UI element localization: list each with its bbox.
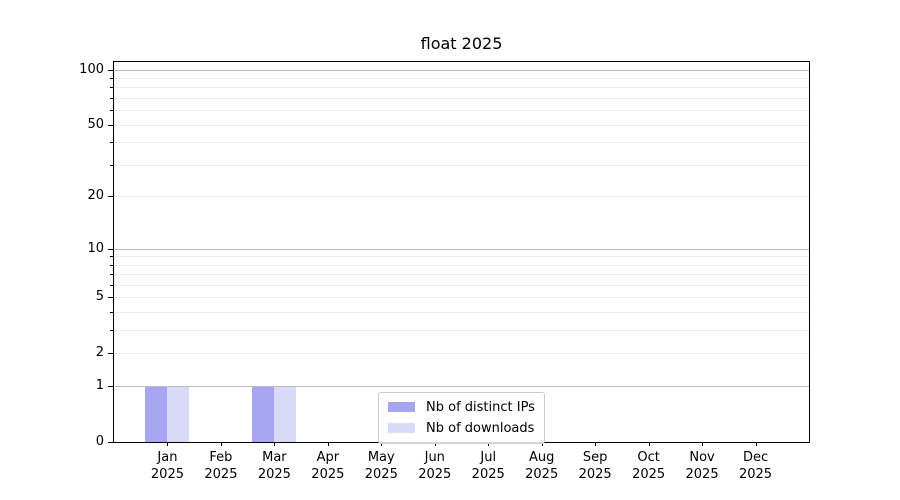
legend-swatch-distinct-ips: [388, 402, 415, 412]
x-tick-mark: [595, 442, 597, 446]
x-tick-mark: [220, 442, 222, 446]
minor-gridline: [114, 274, 809, 276]
y-tick-mark: [108, 124, 113, 126]
y-minor-tick-mark: [110, 330, 113, 332]
x-tick-label: Apr 2025: [311, 450, 345, 482]
x-tick-label: Mar 2025: [257, 450, 291, 482]
legend-label-downloads: Nb of downloads: [426, 420, 535, 436]
x-tick-mark: [541, 442, 543, 446]
plot-area: Nb of distinct IPs Nb of downloads: [113, 61, 810, 444]
minor-gridline: [114, 256, 809, 258]
major-gridline: [114, 69, 809, 71]
chart-title: float 2025: [420, 34, 503, 53]
y-minor-tick-mark: [110, 284, 113, 286]
legend-label-distinct-ips: Nb of distinct IPs: [426, 399, 535, 415]
x-tick-mark: [274, 442, 276, 446]
x-tick-label: Jul 2025: [471, 450, 505, 482]
x-tick-label: Sep 2025: [578, 450, 612, 482]
x-tick-label: Dec 2025: [738, 450, 773, 482]
x-tick-mark: [381, 442, 383, 446]
y-minor-tick-mark: [110, 78, 113, 80]
major-gridline: [114, 248, 809, 250]
y-tick-mark: [108, 353, 113, 355]
y-tick-mark: [108, 297, 113, 299]
y-tick-label: 50: [87, 116, 104, 132]
y-minor-tick-mark: [110, 256, 113, 258]
x-tick-label: Oct 2025: [632, 450, 666, 482]
y-minor-tick-mark: [110, 142, 113, 144]
major-gridline: [114, 386, 809, 388]
minor-gridline: [114, 110, 809, 112]
y-tick-label: 100: [79, 61, 104, 77]
x-tick-label: Aug 2025: [525, 450, 559, 482]
y-tick-label: 5: [95, 289, 104, 305]
x-tick-label: Feb 2025: [204, 450, 238, 482]
x-tick-label: Nov 2025: [685, 450, 719, 482]
y-tick-label: 0: [95, 434, 104, 449]
y-tick-label: 2: [95, 345, 104, 361]
y-minor-tick-mark: [110, 264, 113, 266]
y-minor-tick-mark: [110, 87, 113, 89]
y-tick-mark: [108, 69, 113, 71]
bar-downloads: [274, 386, 297, 442]
y-tick-label: 20: [87, 188, 104, 204]
y-tick-label: 1: [95, 378, 104, 394]
x-tick-label: Jan 2025: [150, 450, 184, 482]
y-tick-mark: [108, 386, 113, 388]
minor-gridline: [114, 330, 809, 332]
y-tick-mark: [108, 196, 113, 198]
bar-downloads: [167, 386, 190, 442]
y-minor-tick-mark: [110, 98, 113, 100]
bar-distinct-ips: [145, 386, 168, 442]
y-tick-mark: [108, 248, 113, 250]
x-tick-label: May 2025: [364, 450, 398, 482]
y-minor-tick-mark: [110, 274, 113, 276]
legend-item-downloads: Nb of downloads: [388, 419, 535, 437]
x-tick-mark: [755, 442, 757, 446]
x-tick-label: Jun 2025: [418, 450, 452, 482]
minor-gridline: [114, 353, 809, 355]
x-tick-mark: [434, 442, 436, 446]
x-tick-mark: [327, 442, 329, 446]
bar-distinct-ips: [252, 386, 275, 442]
x-tick-mark: [702, 442, 704, 446]
y-minor-tick-mark: [110, 164, 113, 166]
y-minor-tick-mark: [110, 312, 113, 314]
x-tick-mark: [648, 442, 650, 446]
y-minor-tick-mark: [110, 110, 113, 112]
y-tick-label: 10: [87, 240, 104, 256]
minor-gridline: [114, 297, 809, 299]
x-tick-mark: [167, 442, 169, 446]
minor-gridline: [114, 78, 809, 80]
legend: Nb of distinct IPs Nb of downloads: [378, 392, 545, 444]
minor-gridline: [114, 142, 809, 144]
minor-gridline: [114, 124, 809, 126]
minor-gridline: [114, 196, 809, 198]
x-tick-mark: [488, 442, 490, 446]
minor-gridline: [114, 312, 809, 314]
minor-gridline: [114, 164, 809, 166]
legend-swatch-downloads: [388, 423, 415, 433]
minor-gridline: [114, 284, 809, 286]
minor-gridline: [114, 264, 809, 266]
legend-item-distinct-ips: Nb of distinct IPs: [388, 398, 535, 416]
minor-gridline: [114, 98, 809, 100]
minor-gridline: [114, 87, 809, 89]
y-tick-mark: [108, 442, 113, 443]
